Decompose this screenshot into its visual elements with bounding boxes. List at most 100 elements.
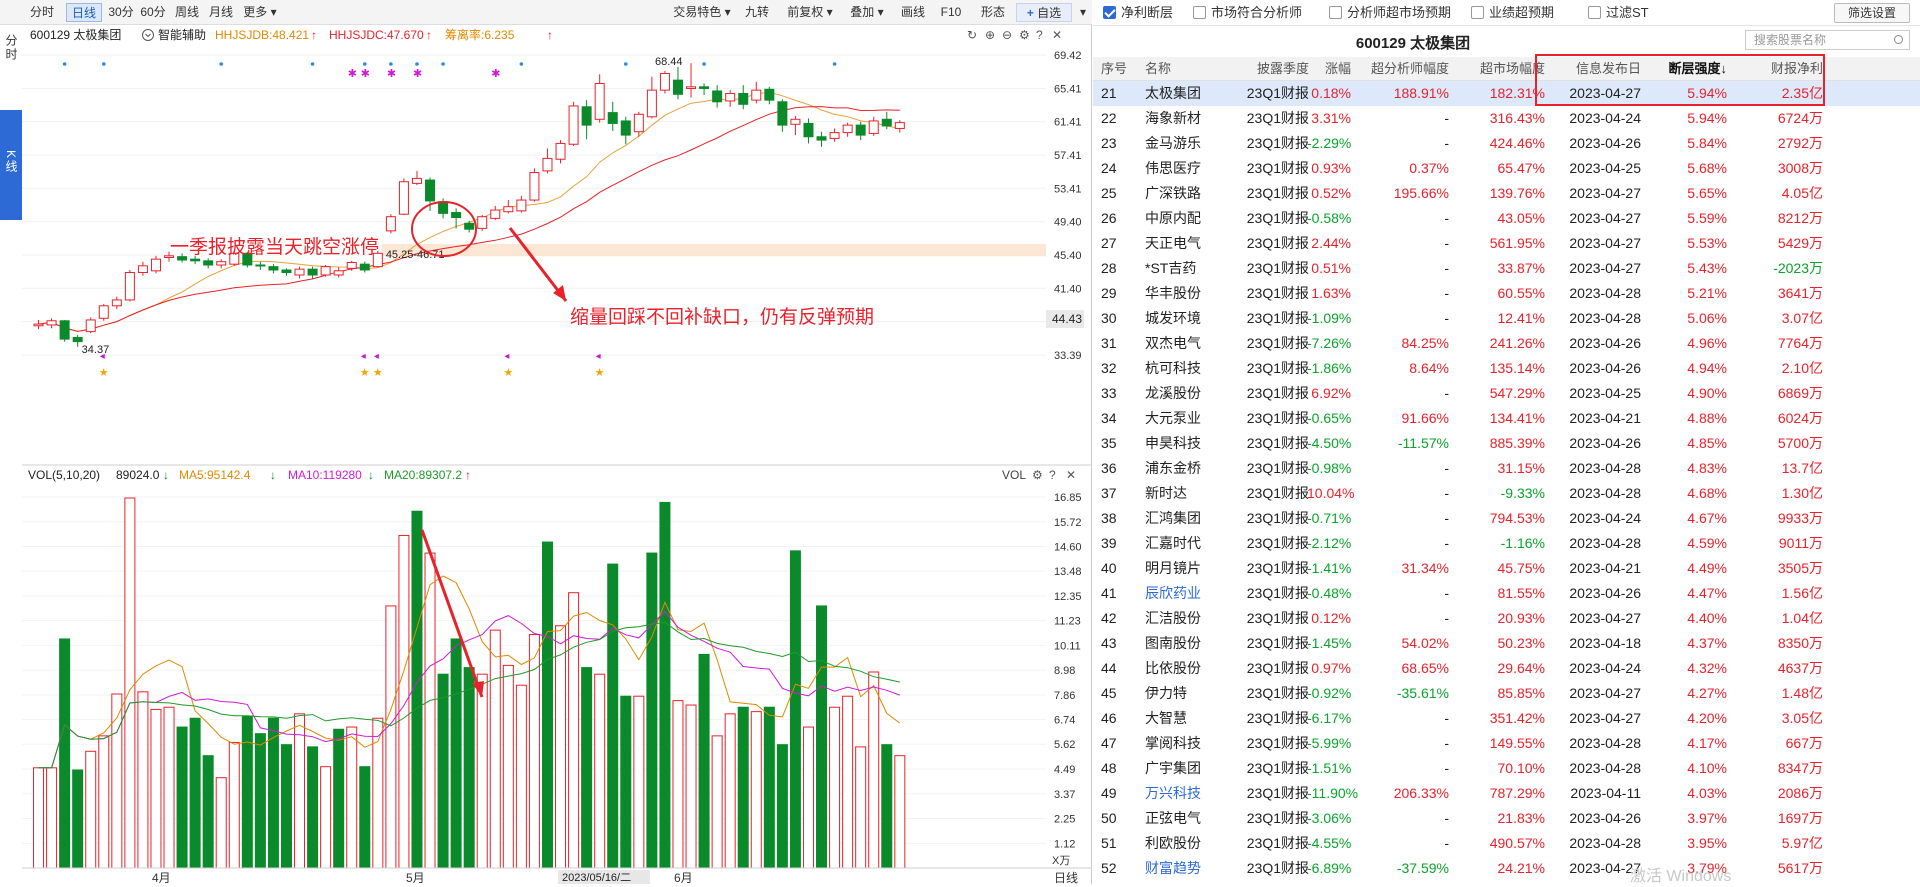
- col-net-profit[interactable]: 财报净利: [1770, 61, 1823, 76]
- table-row[interactable]: 45 伊力特 23Q1财报 -0.92% -35.61% 85.85% 2023-04-27…: [1093, 681, 1920, 706]
- assist-toggle-icon[interactable]: [142, 29, 154, 41]
- col-quarter[interactable]: 披露季度: [1256, 61, 1309, 76]
- col-release-date[interactable]: 信息发布日: [1575, 61, 1641, 76]
- table-row[interactable]: 40 明月镜片 23Q1财报 -1.41% 31.34% 45.75% 2023-04-21…: [1093, 556, 1920, 581]
- settings-icon[interactable]: ⚙: [1019, 28, 1030, 42]
- volume-bar: [698, 653, 710, 869]
- table-row[interactable]: 37 新时达 23Q1财报 10.04% - -9.33% 2023-04-28 4.68% 1…: [1093, 481, 1920, 506]
- cell-quarter: 23Q1财报: [1246, 785, 1309, 801]
- tool-jiuzhuan[interactable]: 九转: [744, 5, 769, 19]
- stock-search-input[interactable]: 搜索股票名称: [1745, 30, 1910, 50]
- volume-bar: [59, 638, 71, 869]
- side-tab-kline[interactable]: K线: [0, 110, 22, 220]
- table-row[interactable]: 29 华丰股份 23Q1财报 1.63% - 60.55% 2023-04-28 5.21% 3…: [1093, 281, 1920, 306]
- filter-beat-expectation[interactable]: 业绩超预期: [1471, 5, 1554, 21]
- table-row[interactable]: 41 辰欣药业 23Q1财报 -0.48% - 81.55% 2023-04-26 4.47%…: [1093, 581, 1920, 606]
- vol-value: 89024.0: [116, 468, 160, 482]
- col-beat-analyst[interactable]: 超分析师幅度: [1370, 61, 1449, 76]
- tool-overlay[interactable]: 叠加 ▾: [844, 3, 890, 22]
- filter-settings-button[interactable]: 筛选设置: [1834, 3, 1910, 23]
- period-60min[interactable]: 60分: [140, 5, 166, 19]
- col-beat-market[interactable]: 超市场幅度: [1479, 61, 1545, 76]
- table-row[interactable]: 27 天正电气 23Q1财报 2.44% - 561.95% 2023-04-27 5.53%…: [1093, 231, 1920, 256]
- period-30min[interactable]: 30分: [108, 5, 134, 19]
- table-row[interactable]: 21 太极集团 23Q1财报 0.18% 188.91% 182.31% 2023-04-2…: [1093, 81, 1920, 106]
- star-icon: ★: [503, 367, 513, 379]
- filter-market-match-analyst[interactable]: 市场符合分析师: [1193, 5, 1302, 21]
- close-icon[interactable]: ✕: [1052, 28, 1062, 42]
- table-row[interactable]: 47 掌阅科技 23Q1财报 -5.99% - 149.55% 2023-04-28 4.17…: [1093, 731, 1920, 756]
- cell-release-date: 2023-04-27: [1569, 710, 1641, 726]
- kline-chart[interactable]: 600129 太极集团 智能辅助 HHJSJDB:48.421 HHJSJDC:…: [22, 25, 1092, 885]
- cell-release-date: 2023-04-26: [1569, 360, 1641, 376]
- zoom-out-icon[interactable]: ⊖: [1002, 28, 1012, 42]
- tool-f10[interactable]: F10: [940, 5, 962, 19]
- table-row[interactable]: 32 杭可科技 23Q1财报 -1.86% 8.64% 135.14% 2023-04-26…: [1093, 356, 1920, 381]
- table-row[interactable]: 51 利欧股份 23Q1财报 -4.55% - 490.57% 2023-04-28 3.95…: [1093, 831, 1920, 856]
- table-row[interactable]: 38 汇鸿集团 23Q1财报 -0.71% - 794.53% 2023-04-24 4.67…: [1093, 506, 1920, 531]
- candle-body: [607, 112, 618, 124]
- help-icon[interactable]: ?: [1049, 468, 1056, 482]
- col-index[interactable]: 序号: [1101, 61, 1128, 76]
- table-row[interactable]: 42 汇洁股份 23Q1财报 0.12% - 20.93% 2023-04-27 4.40% 1…: [1093, 606, 1920, 631]
- cell-gap-strength: 5.59%: [1687, 210, 1727, 226]
- table-row[interactable]: 36 浦东金桥 23Q1财报 -0.98% - 31.15% 2023-04-28 4.83%…: [1093, 456, 1920, 481]
- filter-analyst-beat-market[interactable]: 分析师超市场预期: [1329, 5, 1451, 21]
- current-price: 44.43: [1052, 312, 1082, 326]
- tool-label: 前复权: [787, 5, 824, 19]
- tool-draw[interactable]: 画线: [900, 5, 925, 19]
- table-row[interactable]: 28 *ST吉药 23Q1财报 0.51% - 33.87% 2023-04-27 5.43%…: [1093, 256, 1920, 281]
- table-row[interactable]: 52 财富趋势 23Q1财报 -6.89% -37.59% 24.21% 2023-04-2…: [1093, 856, 1920, 881]
- volume-bar: [359, 766, 371, 869]
- table-row[interactable]: 44 比依股份 23Q1财报 0.97% 68.65% 29.64% 2023-04-24 4…: [1093, 656, 1920, 681]
- period-daily[interactable]: 日线: [66, 3, 102, 22]
- candle-body: [542, 157, 553, 172]
- table-row[interactable]: 35 申昊科技 23Q1财报 -4.50% -11.57% 885.39% 2023-04-…: [1093, 431, 1920, 456]
- side-tab-fenshi[interactable]: 分时: [0, 30, 22, 74]
- table-row[interactable]: 23 金马游乐 23Q1财报 -2.29% - 424.46% 2023-04-26 5.84…: [1093, 131, 1920, 156]
- close-icon[interactable]: ✕: [1066, 468, 1076, 482]
- table-row[interactable]: 43 图南股份 23Q1财报 -1.45% 54.02% 50.23% 2023-04-18…: [1093, 631, 1920, 656]
- candle: [59, 319, 70, 342]
- help-icon[interactable]: ?: [1036, 28, 1043, 42]
- chevron-down-icon[interactable]: ▾: [1079, 5, 1087, 19]
- volume-bar: [659, 501, 671, 869]
- cell-change: 0.12%: [1311, 610, 1351, 626]
- table-row[interactable]: 49 万兴科技 23Q1财报 -11.90% 206.33% 787.29% 2023-04…: [1093, 781, 1920, 806]
- refresh-icon[interactable]: ↻: [967, 28, 977, 42]
- period-monthly[interactable]: 月线: [208, 5, 233, 19]
- table-row[interactable]: 31 双杰电气 23Q1财报 -7.26% 84.25% 241.26% 2023-04-2…: [1093, 331, 1920, 356]
- candle-body: [281, 269, 292, 273]
- tool-trade-feature[interactable]: 交易特色 ▾: [668, 3, 736, 22]
- filter-exclude-st[interactable]: 过滤ST: [1588, 5, 1649, 21]
- table-row[interactable]: 24 伟思医疗 23Q1财报 0.93% 0.37% 65.47% 2023-04-25 5.…: [1093, 156, 1920, 181]
- cursor-date-tag: [558, 870, 650, 884]
- candle-body: [33, 323, 44, 327]
- zoom-in-icon[interactable]: ⊕: [985, 28, 995, 42]
- col-name[interactable]: 名称: [1145, 61, 1172, 76]
- table-row[interactable]: 30 城发环境 23Q1财报 -1.09% - 12.41% 2023-04-28 5.06%…: [1093, 306, 1920, 331]
- tool-pattern[interactable]: 形态: [980, 5, 1005, 19]
- add-watchlist-button[interactable]: + 自选: [1016, 3, 1072, 22]
- col-gap-strength[interactable]: 断层强度↓: [1668, 61, 1727, 76]
- table-row[interactable]: 34 大元泵业 23Q1财报 -0.65% 91.66% 134.41% 2023-04-2…: [1093, 406, 1920, 431]
- period-fenshi[interactable]: 分时: [29, 5, 54, 19]
- table-row[interactable]: 48 广宇集团 23Q1财报 -1.51% - 70.10% 2023-04-28 4.10%…: [1093, 756, 1920, 781]
- table-row[interactable]: 46 大智慧 23Q1财报 -6.17% - 351.42% 2023-04-27 4.20%…: [1093, 706, 1920, 731]
- table-row[interactable]: 39 汇嘉时代 23Q1财报 -2.12% - -1.16% 2023-04-28 4.59%…: [1093, 531, 1920, 556]
- table-row[interactable]: 22 海象新材 23Q1财报 3.31% - 316.43% 2023-04-24 5.94%…: [1093, 106, 1920, 131]
- tool-adjust[interactable]: 前复权 ▾: [780, 3, 840, 22]
- period-weekly[interactable]: 周线: [174, 5, 199, 19]
- candle-body: [164, 255, 175, 258]
- candle-body: [137, 265, 148, 273]
- table-row[interactable]: 25 广深铁路 23Q1财报 0.52% 195.66% 139.76% 2023-04-2…: [1093, 181, 1920, 206]
- cell-quarter: 23Q1财报: [1246, 310, 1309, 326]
- settings-icon[interactable]: ⚙: [1032, 468, 1043, 482]
- filter-net-profit-gap[interactable]: 净利断层: [1103, 5, 1173, 21]
- col-change[interactable]: 涨幅: [1324, 61, 1351, 76]
- period-more[interactable]: 更多 ▾: [240, 3, 280, 22]
- table-row[interactable]: 33 龙溪股份 23Q1财报 6.92% - 547.29% 2023-04-25 4.90%…: [1093, 381, 1920, 406]
- table-row[interactable]: 50 正弦电气 23Q1财报 -3.06% - 21.83% 2023-04-26 3.97%…: [1093, 806, 1920, 831]
- cell-quarter: 23Q1财报: [1246, 760, 1309, 776]
- table-row[interactable]: 26 中原内配 23Q1财报 -0.58% - 43.05% 2023-04-27 5.59%…: [1093, 206, 1920, 231]
